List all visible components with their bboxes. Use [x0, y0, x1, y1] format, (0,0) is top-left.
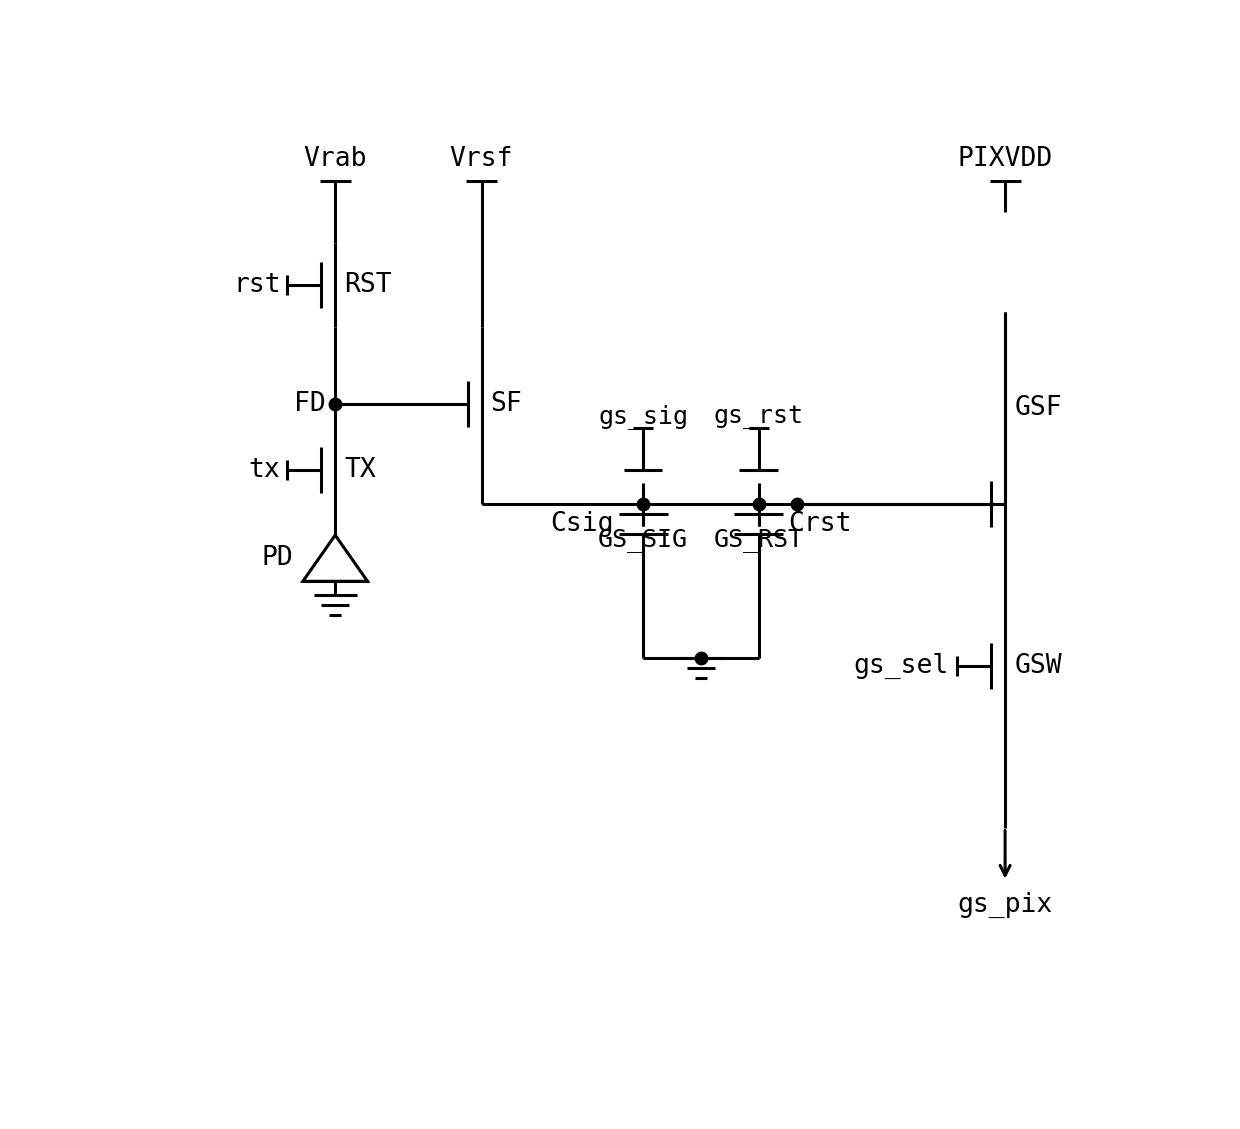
Text: TX: TX: [345, 456, 376, 483]
Text: PD: PD: [262, 545, 293, 571]
Text: tx: tx: [249, 456, 280, 483]
Text: GSW: GSW: [1014, 653, 1061, 679]
Text: PIXVDD: PIXVDD: [957, 147, 1053, 173]
Text: Crst: Crst: [787, 511, 852, 537]
Text: FD: FD: [294, 392, 326, 418]
Text: Vrsf: Vrsf: [450, 147, 513, 173]
Text: gs_rst: gs_rst: [714, 404, 804, 429]
Text: RST: RST: [345, 272, 392, 298]
Text: GSF: GSF: [1014, 395, 1061, 421]
Text: gs_sig: gs_sig: [598, 404, 688, 429]
Text: Csig: Csig: [551, 511, 614, 537]
Text: Vrab: Vrab: [304, 147, 367, 173]
Text: GS_RST: GS_RST: [714, 527, 804, 552]
Text: gs_sel: gs_sel: [853, 653, 949, 679]
Text: SF: SF: [491, 392, 522, 418]
Text: rst: rst: [233, 272, 280, 298]
Text: gs_pix: gs_pix: [957, 892, 1053, 918]
Text: GS_SIG: GS_SIG: [598, 527, 688, 552]
